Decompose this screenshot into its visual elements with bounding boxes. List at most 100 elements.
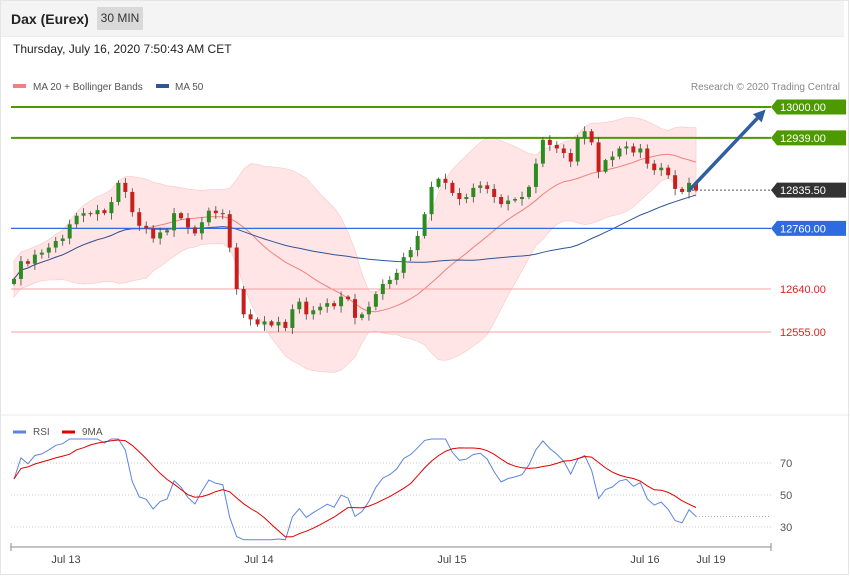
candle-body: [179, 213, 184, 219]
candle-body: [325, 303, 330, 307]
candle-body: [464, 197, 469, 200]
candle-body: [297, 301, 302, 310]
candle-body: [199, 222, 204, 234]
candle-body: [380, 283, 385, 295]
candle-body: [589, 131, 594, 143]
price-levels: 13000.00 12939.00 12835.50 12760.00 12640.00…: [11, 99, 846, 339]
candle-body: [46, 247, 51, 253]
candle-body: [471, 187, 476, 197]
candle-body: [60, 238, 65, 241]
candle-body: [67, 224, 72, 239]
ma20-legend-label: MA 20 + Bollinger Bands: [33, 82, 143, 93]
candle-body: [227, 214, 232, 248]
candle-body: [318, 306, 323, 311]
candle-body: [165, 230, 170, 233]
candle-body: [408, 250, 413, 258]
candle-body: [561, 148, 566, 154]
level-label-box-3: [771, 220, 846, 236]
level-label-4: 12640.00: [780, 284, 826, 296]
candle-body: [506, 200, 511, 205]
candle-body: [547, 139, 552, 145]
candle-body: [276, 321, 281, 326]
candle-body: [401, 257, 406, 273]
candle-body: [339, 296, 344, 307]
rsi-ma-legend-label: 9MA: [82, 427, 103, 438]
instrument-title: Dax (Eurex): [11, 11, 89, 27]
x-tick-label-4: Jul 19: [696, 554, 725, 566]
arrow-head: [752, 109, 766, 123]
candle-body: [290, 309, 295, 328]
level-label-box-2: [771, 182, 846, 198]
candle-body: [213, 210, 218, 214]
ma20-legend-swatch: [13, 84, 26, 88]
candle-body: [499, 197, 504, 205]
candle-body: [513, 199, 518, 201]
candle-body: [255, 319, 260, 325]
candle-body: [610, 156, 615, 161]
timeframe-button[interactable]: 30 MIN: [97, 7, 143, 30]
candle-body: [158, 232, 163, 239]
candle-body: [12, 278, 16, 284]
candle-body: [88, 213, 93, 215]
bollinger-bands: [13, 117, 697, 373]
x-tick-label-1: Jul 14: [244, 554, 273, 566]
candle-body: [457, 192, 462, 200]
x-tick-label-2: Jul 15: [437, 554, 466, 566]
rsi-legend-label: RSI: [33, 427, 50, 438]
candle-body: [429, 186, 434, 215]
candle-body: [81, 213, 86, 216]
level-label-box-1: [771, 130, 846, 146]
level-label-1: 12939.00: [780, 133, 826, 145]
candle-body: [394, 272, 399, 280]
candle-body: [346, 296, 351, 300]
candle-body: [366, 306, 371, 315]
candle-body: [638, 148, 643, 153]
copyright-text: Research © 2020 Trading Central: [691, 82, 840, 93]
forecast-arrow: [687, 109, 766, 192]
level-label-2: 12835.50: [780, 185, 826, 197]
candle-body: [540, 139, 545, 164]
arrow-shaft: [687, 117, 759, 192]
bollinger-band-area: [13, 117, 697, 373]
candle-body: [206, 210, 211, 223]
candle-body: [39, 252, 44, 255]
candle-body: [596, 142, 601, 172]
candle-body: [526, 186, 531, 197]
level-label-0: 13000.00: [780, 102, 826, 114]
x-tick-label-0: Jul 13: [51, 554, 80, 566]
candle-body: [645, 148, 650, 164]
candle-body: [151, 228, 156, 239]
rsi-lines: [13, 438, 771, 541]
ma50-legend-swatch: [156, 84, 169, 88]
candle-body: [234, 247, 239, 290]
candle-body: [520, 197, 525, 200]
candle-body: [109, 202, 114, 214]
candle-body: [450, 182, 455, 193]
candle-body: [18, 261, 23, 279]
candle-body: [666, 167, 671, 176]
rsi-ma-line: [13, 439, 697, 538]
candle-body: [53, 240, 58, 248]
candle-body: [422, 214, 427, 236]
rsi-tick-label-1: 50: [780, 490, 792, 502]
candle-body: [554, 144, 559, 149]
candle-body: [32, 254, 37, 264]
candle-body: [694, 182, 698, 191]
candle-body: [485, 185, 490, 189]
candle-body: [624, 146, 629, 149]
candle-body: [241, 289, 246, 315]
candle-body: [415, 235, 420, 251]
candle-body: [185, 218, 190, 228]
candle-body: [123, 182, 128, 192]
candle-body: [283, 321, 288, 328]
candle-body: [603, 160, 608, 172]
candle-body: [443, 178, 448, 183]
candle-body: [304, 301, 309, 315]
candle-body: [102, 210, 107, 214]
candle-body: [353, 299, 357, 318]
candle-body: [680, 188, 685, 192]
candle-body: [533, 163, 538, 187]
candlesticks: [12, 126, 698, 335]
chart-header: Dax (Eurex) 30 MIN: [0, 0, 844, 37]
